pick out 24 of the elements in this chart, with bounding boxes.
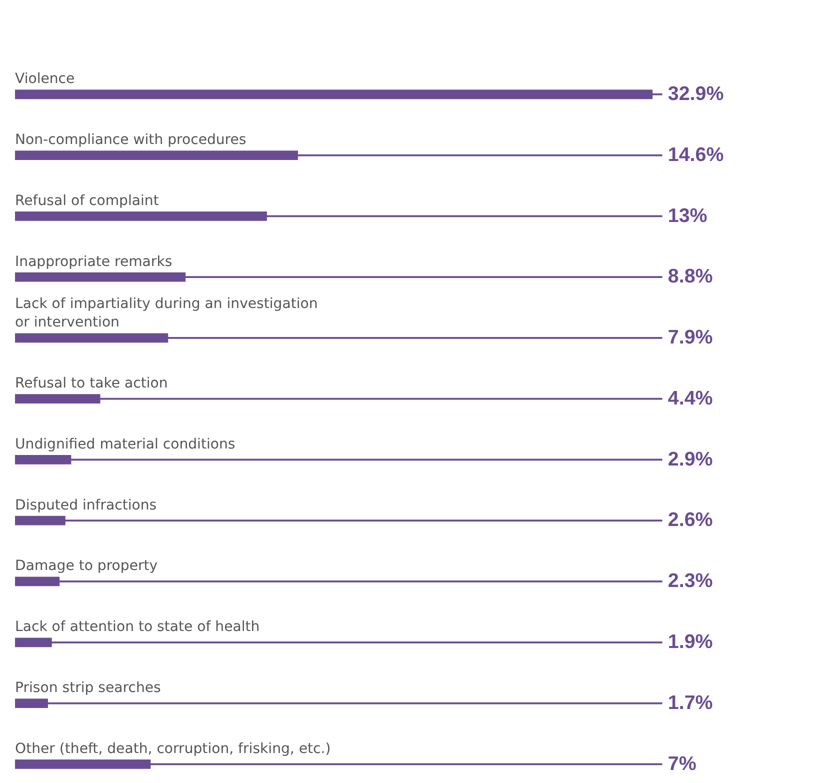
data-label: 1.9%	[668, 631, 713, 654]
y-tick-label: Prison strip searches	[15, 680, 161, 696]
y-tick-label: Violence	[15, 71, 75, 88]
data-label: 7.9%	[668, 326, 713, 349]
y-tick-label: Refusal to take action	[15, 376, 168, 392]
y-tick-label: Refusal of complaint	[15, 192, 160, 209]
data-label: 7%	[668, 752, 696, 775]
data-label: 14.6%	[668, 144, 724, 166]
data-label: 8.8%	[668, 266, 713, 288]
y-tick-label: Lack of impartiality during an investigation or intervention	[15, 296, 318, 331]
data-label: 32.9%	[668, 83, 724, 105]
data-label: 4.4%	[668, 387, 713, 410]
y-tick-label: Inappropriate remarks	[15, 254, 172, 270]
data-label: 2.9%	[668, 448, 713, 470]
y-tick-label: Disputed infractions	[15, 497, 157, 514]
y-tick-label: Lack of attention to state of health	[15, 619, 260, 636]
data-label: 13%	[668, 204, 708, 227]
y-tick-label: Undignified material conditions	[15, 436, 236, 452]
y-tick-label: Non-compliance with procedures	[15, 132, 246, 148]
y-tick-label: Other (theft, death, corruption, frisking, etc.)	[15, 740, 331, 757]
y-tick-label: Damage to property	[15, 558, 158, 574]
data-label: 2.3%	[668, 570, 713, 592]
data-label: 2.6%	[668, 509, 713, 532]
data-label: 1.7%	[668, 692, 713, 714]
